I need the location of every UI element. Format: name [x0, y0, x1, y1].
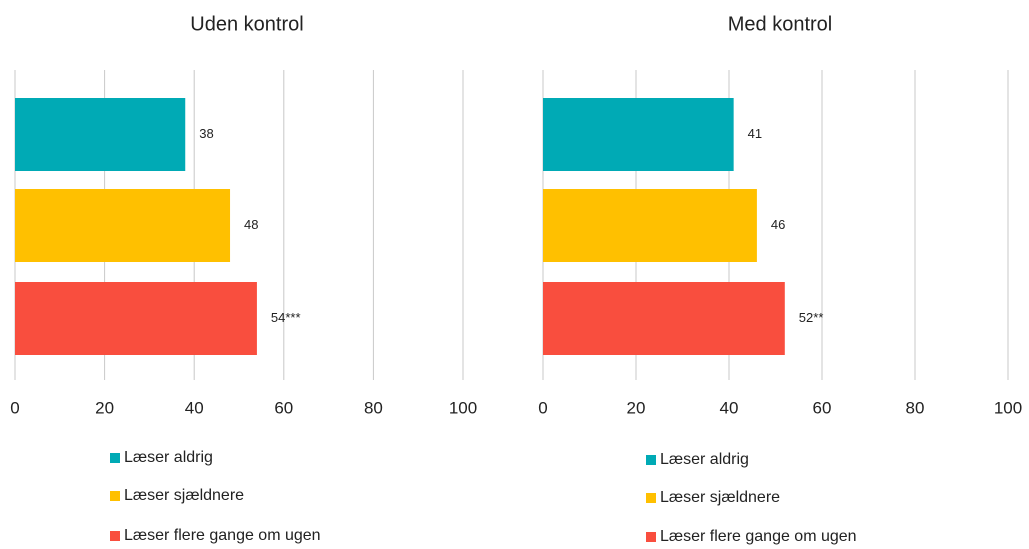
x-tick-label: 60: [813, 398, 832, 417]
legend-label: Læser sjældnere: [124, 487, 244, 504]
legend-label: Læser sjældnere: [660, 489, 780, 506]
legend-swatch: [110, 491, 120, 501]
value-label: 48: [244, 217, 258, 232]
x-tick-label: 80: [906, 398, 925, 417]
legend-swatch: [646, 493, 656, 503]
x-tick-label: 0: [10, 398, 19, 417]
bar: [543, 98, 734, 171]
legend-label: Læser flere gange om ugen: [124, 527, 321, 544]
legend-label: Læser aldrig: [660, 451, 749, 468]
legend-label: Læser aldrig: [124, 449, 213, 466]
value-label: 54***: [271, 310, 301, 325]
x-tick-label: 80: [364, 398, 383, 417]
bar: [543, 189, 757, 262]
x-tick-label: 20: [627, 398, 646, 417]
bar: [543, 282, 785, 355]
chart-title: Uden kontrol: [190, 13, 303, 35]
x-tick-label: 20: [95, 398, 114, 417]
value-label: 41: [748, 126, 762, 141]
value-label: 46: [771, 217, 785, 232]
value-label: 38: [199, 126, 213, 141]
x-tick-label: 0: [538, 398, 547, 417]
legend-swatch: [110, 531, 120, 541]
bar: [15, 189, 231, 262]
x-tick-label: 40: [185, 398, 204, 417]
bar: [15, 98, 186, 171]
value-label: 52**: [799, 310, 824, 325]
legend-label: Læser flere gange om ugen: [660, 528, 857, 545]
x-tick-label: 100: [449, 398, 477, 417]
x-tick-label: 100: [994, 398, 1022, 417]
chart-title: Med kontrol: [728, 13, 833, 35]
bar: [15, 282, 257, 355]
legend-swatch: [646, 455, 656, 465]
x-tick-label: 40: [720, 398, 739, 417]
legend-swatch: [110, 453, 120, 463]
legend-swatch: [646, 532, 656, 542]
x-tick-label: 60: [274, 398, 293, 417]
